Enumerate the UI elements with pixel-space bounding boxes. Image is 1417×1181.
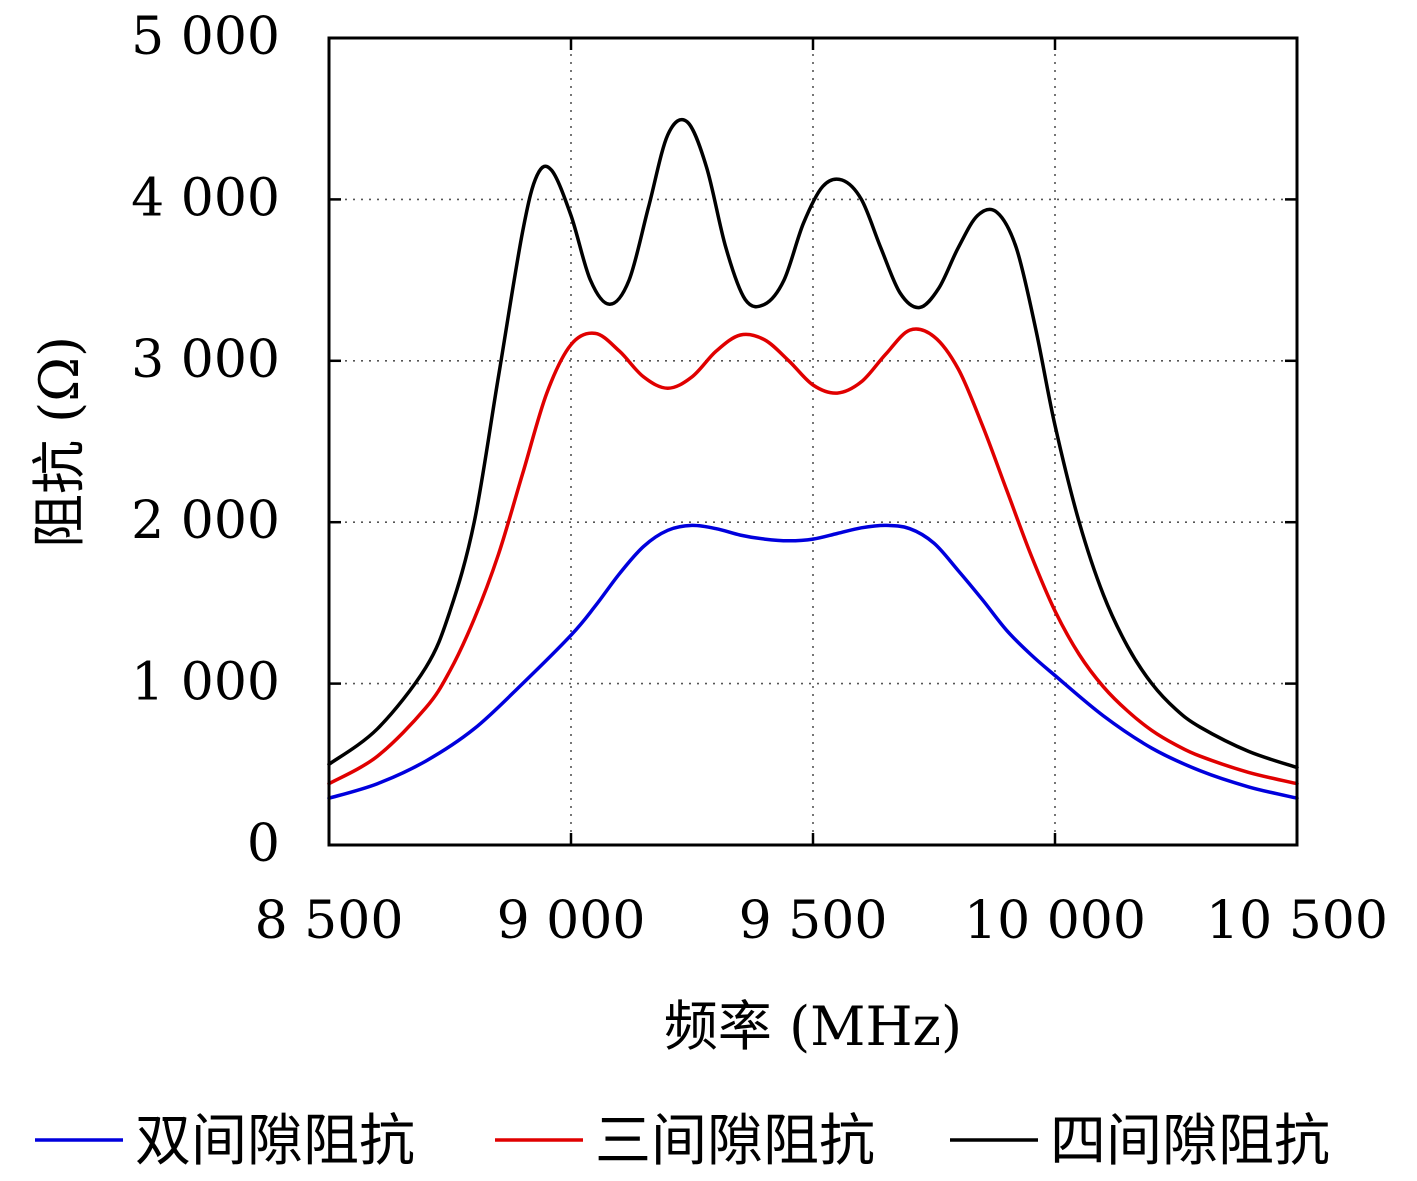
y-tick-label: 4 000 [131, 168, 280, 228]
x-tick-labels: 8 500 9 000 9 500 10 000 10 500 [255, 891, 1388, 951]
series-lines [327, 117, 1299, 800]
y-tick-label: 2 000 [131, 491, 280, 551]
y-tick-label: 5 000 [131, 7, 280, 67]
legend-label-3: 四间隙阻抗 [1050, 1109, 1330, 1174]
y-tick-label: 1 000 [131, 653, 280, 713]
y-axis-title: 阻抗 (Ω) [28, 336, 91, 548]
x-axis-title: 频率 (MHz) [664, 995, 962, 1058]
x-tick-label: 8 500 [255, 891, 404, 951]
x-tick-label: 10 500 [1206, 891, 1388, 951]
series-line-2 [327, 327, 1299, 786]
legend-label-1: 双间隙阻抗 [135, 1109, 415, 1174]
series-line-1 [327, 523, 1299, 800]
axis-ticks [327, 36, 1299, 847]
x-tick-label: 9 500 [739, 891, 888, 951]
y-tick-labels: 0 1 000 2 000 3 000 4 000 5 000 [131, 7, 280, 874]
series-line-3 [327, 117, 1299, 770]
x-tick-label: 10 000 [964, 891, 1146, 951]
legend: 双间隙阻抗 三间隙阻抗 四间隙阻抗 [35, 1109, 1330, 1174]
grid-lines [329, 38, 1297, 845]
x-tick-label: 9 000 [497, 891, 646, 951]
legend-label-2: 三间隙阻抗 [595, 1109, 875, 1174]
y-tick-label: 3 000 [131, 330, 280, 390]
y-tick-label: 0 [247, 814, 280, 874]
